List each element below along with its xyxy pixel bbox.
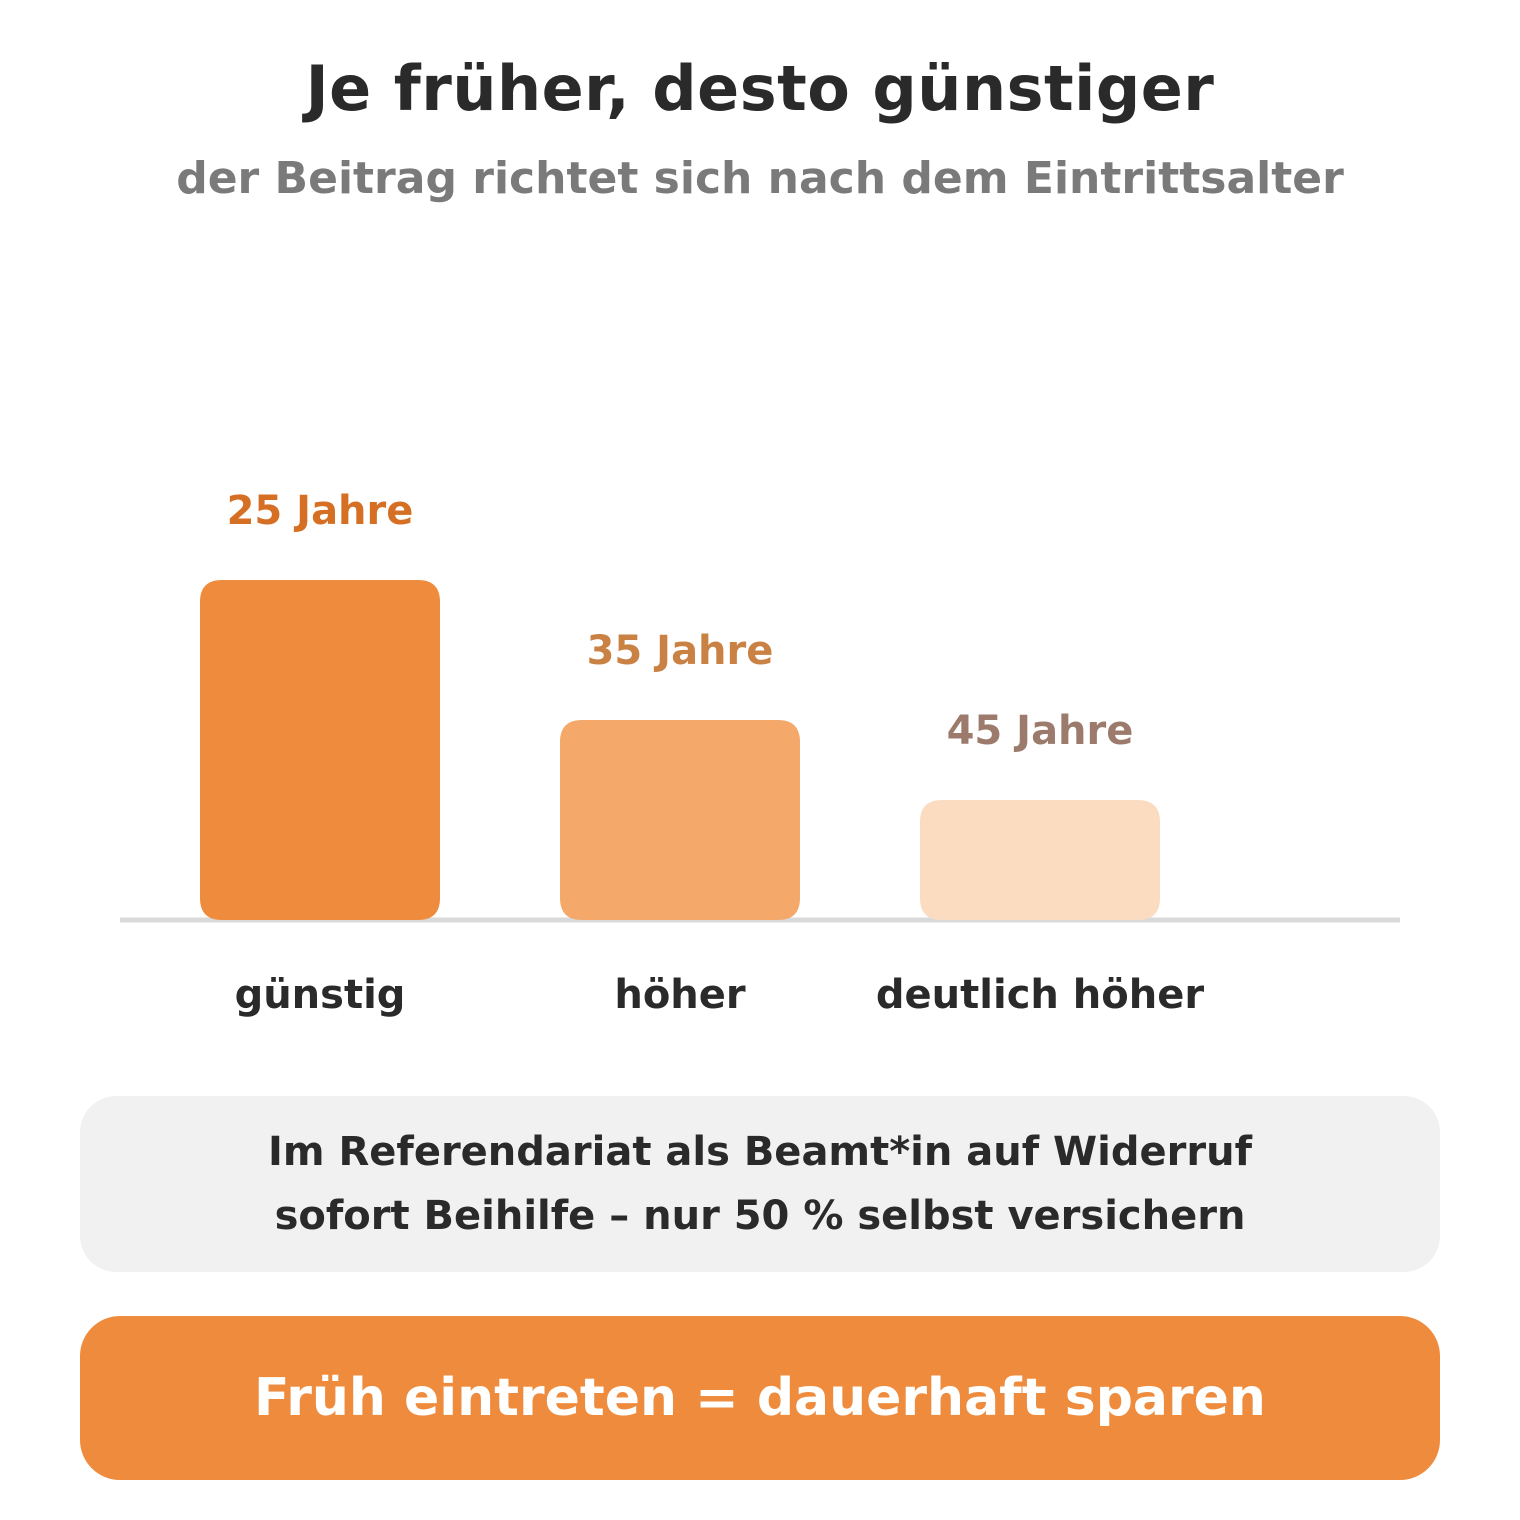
info-note-line-2: sofort Beihilfe – nur 50 % selbst versic… bbox=[274, 1193, 1246, 1239]
bar-1 bbox=[200, 580, 440, 920]
bar-value-label-3: 45 Jahre bbox=[947, 708, 1134, 754]
bar-value-label-1: 25 Jahre bbox=[227, 488, 414, 534]
bar-3 bbox=[920, 800, 1160, 920]
cta-label: Früh eintreten = dauerhaft sparen bbox=[254, 1368, 1266, 1428]
bar-value-label-2: 35 Jahre bbox=[587, 628, 774, 674]
info-note-line-1: Im Referendariat als Beamt*in auf Widerr… bbox=[268, 1129, 1252, 1175]
cta-banner: Früh eintreten = dauerhaft sparen bbox=[80, 1316, 1440, 1480]
category-label-1: günstig bbox=[235, 972, 406, 1018]
chart-title: Je früher, desto günstiger bbox=[305, 52, 1215, 125]
category-label-3: deutlich höher bbox=[876, 972, 1204, 1018]
bar-chart: 25 Jahre günstig 35 Jahre höher 45 Jahre deut… bbox=[120, 488, 1400, 1018]
info-note-box: Im Referendariat als Beamt*in auf Widerr… bbox=[80, 1096, 1440, 1272]
bar-2 bbox=[560, 720, 800, 920]
chart-subtitle: der Beitrag richtet sich nach dem Eintri… bbox=[176, 153, 1344, 204]
category-label-2: höher bbox=[614, 972, 746, 1018]
